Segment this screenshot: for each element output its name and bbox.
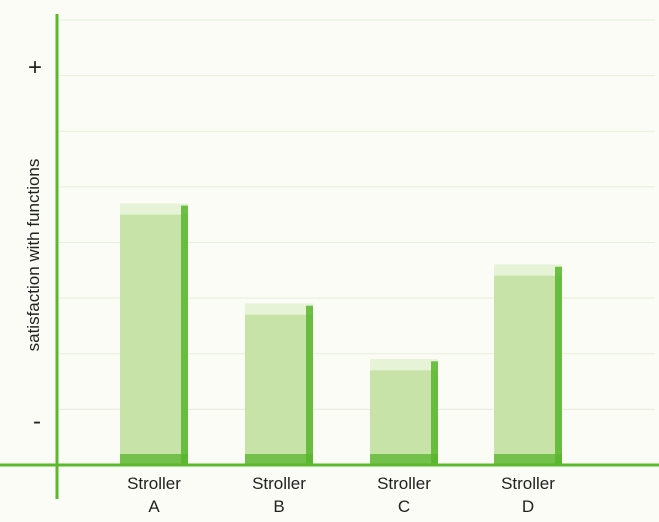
bar-1 [120, 203, 188, 465]
y-axis-label: satisfaction with functions [24, 159, 43, 352]
y-high-label: + [28, 54, 42, 81]
x-tick-label: Stroller D [501, 474, 555, 516]
bar-3 [370, 359, 438, 465]
bar-foot [494, 454, 562, 465]
bar-body [245, 303, 313, 465]
x-tick-labels: Stroller A Stroller B Stroller C Stroller D [127, 474, 555, 516]
bar-body [494, 264, 562, 465]
x-tick-label: Stroller C [377, 474, 431, 516]
bar-side [306, 305, 313, 465]
bar-cap [120, 203, 188, 215]
bar-foot [370, 454, 438, 465]
bar-4 [494, 264, 562, 465]
bar-body [370, 359, 438, 465]
x-tick-label: Stroller B [252, 474, 306, 516]
bar-side [431, 361, 438, 465]
bar-foot [245, 454, 313, 465]
bars [120, 203, 562, 465]
bar-cap [245, 303, 313, 315]
bar-body [120, 203, 188, 465]
bar-cap [494, 264, 562, 276]
y-low-label: - [33, 408, 41, 435]
x-tick-label: Stroller A [127, 474, 181, 516]
bar-cap [370, 359, 438, 371]
bar-2 [245, 303, 313, 465]
bar-side [555, 266, 562, 465]
bar-foot [120, 454, 188, 465]
bar-side [181, 205, 188, 465]
